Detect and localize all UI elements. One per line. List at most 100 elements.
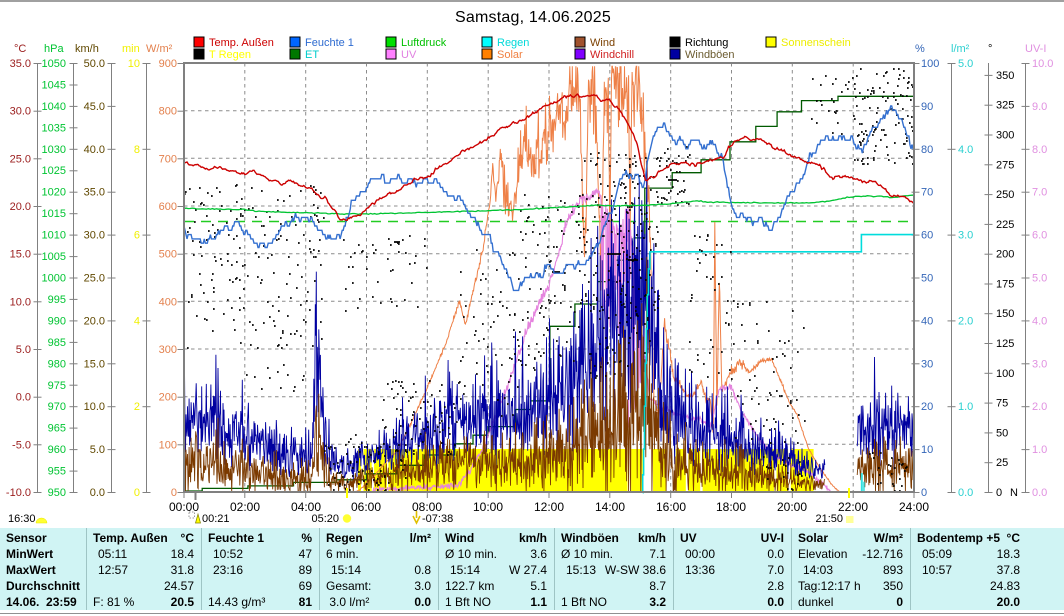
svg-text:1005: 1005 bbox=[42, 251, 66, 263]
svg-text:Tag:12:17 h: Tag:12:17 h bbox=[798, 579, 861, 593]
svg-text:100: 100 bbox=[996, 368, 1014, 380]
svg-text:18.3: 18.3 bbox=[997, 547, 1021, 561]
svg-text:500: 500 bbox=[159, 249, 177, 261]
svg-text:975: 975 bbox=[48, 380, 66, 392]
svg-text:Durchschnitt: Durchschnitt bbox=[6, 579, 80, 593]
svg-text:20: 20 bbox=[921, 401, 933, 413]
svg-text:6.0: 6.0 bbox=[1032, 230, 1047, 242]
svg-text:20.0: 20.0 bbox=[997, 595, 1021, 609]
svg-text:4.0: 4.0 bbox=[958, 144, 973, 156]
svg-text:0: 0 bbox=[134, 487, 140, 499]
svg-text:4: 4 bbox=[134, 315, 140, 327]
svg-text:UV: UV bbox=[401, 49, 417, 61]
svg-text:3.0: 3.0 bbox=[958, 230, 973, 242]
svg-text:970: 970 bbox=[48, 401, 66, 413]
svg-text:8.0: 8.0 bbox=[1032, 144, 1047, 156]
svg-text:06:00: 06:00 bbox=[351, 500, 381, 514]
svg-text:4.0: 4.0 bbox=[1032, 315, 1047, 327]
svg-text:7.1: 7.1 bbox=[649, 547, 666, 561]
svg-text:9.0: 9.0 bbox=[1032, 101, 1047, 113]
svg-text:18:00: 18:00 bbox=[716, 500, 746, 514]
svg-text:2.8: 2.8 bbox=[767, 579, 784, 593]
svg-text:Ø 10 min.: Ø 10 min. bbox=[445, 547, 497, 561]
svg-text:30.0: 30.0 bbox=[84, 230, 105, 242]
svg-text:Ø 10 min.: Ø 10 min. bbox=[561, 547, 613, 561]
svg-text:Wind: Wind bbox=[590, 37, 615, 49]
svg-text:20:00: 20:00 bbox=[777, 500, 807, 514]
svg-text:0: 0 bbox=[896, 595, 903, 609]
svg-text:00:00: 00:00 bbox=[169, 500, 199, 514]
svg-text:175: 175 bbox=[996, 279, 1014, 291]
svg-text:Windböen: Windböen bbox=[561, 531, 619, 545]
svg-text:Bodentemp +5: Bodentemp +5 bbox=[917, 531, 1000, 545]
svg-text:0.0: 0.0 bbox=[1032, 487, 1047, 499]
svg-text:14:03: 14:03 bbox=[803, 563, 833, 577]
svg-text:UV-I: UV-I bbox=[1025, 43, 1046, 55]
svg-text:325: 325 bbox=[996, 100, 1014, 112]
svg-text:18.4: 18.4 bbox=[171, 547, 195, 561]
svg-text:0: 0 bbox=[921, 487, 927, 499]
svg-text:ET: ET bbox=[305, 49, 319, 61]
svg-text:Feuchte 1: Feuchte 1 bbox=[208, 531, 264, 545]
svg-text:350: 350 bbox=[996, 70, 1014, 82]
svg-text:W-SW 38.6: W-SW 38.6 bbox=[605, 563, 666, 577]
svg-text:14.43 g/m³: 14.43 g/m³ bbox=[208, 595, 265, 609]
svg-text:1 Bft NO: 1 Bft NO bbox=[445, 595, 491, 609]
svg-text:°C: °C bbox=[1007, 531, 1021, 545]
svg-text:0.0: 0.0 bbox=[414, 595, 431, 609]
svg-text:Regen: Regen bbox=[497, 37, 529, 49]
svg-text:-12.716: -12.716 bbox=[862, 547, 903, 561]
svg-text:81: 81 bbox=[299, 595, 313, 609]
svg-text:%: % bbox=[915, 43, 925, 55]
svg-text:600: 600 bbox=[159, 201, 177, 213]
svg-text:35.0: 35.0 bbox=[10, 58, 31, 70]
svg-text:25.0: 25.0 bbox=[10, 153, 31, 165]
svg-text:1045: 1045 bbox=[42, 80, 66, 92]
svg-text:47: 47 bbox=[299, 547, 313, 561]
svg-text:0.0: 0.0 bbox=[767, 595, 784, 609]
svg-text:950: 950 bbox=[48, 487, 66, 499]
svg-text:3.0: 3.0 bbox=[1032, 358, 1047, 370]
svg-text:km/h: km/h bbox=[75, 43, 99, 55]
svg-text:MaxWert: MaxWert bbox=[6, 563, 56, 577]
svg-text:Windböen: Windböen bbox=[685, 49, 735, 61]
svg-text:°C: °C bbox=[181, 531, 195, 545]
svg-text:UV-I: UV-I bbox=[761, 531, 784, 545]
svg-text:Samstag, 14.06.2025: Samstag, 14.06.2025 bbox=[455, 9, 611, 26]
svg-text:F: 81 %: F: 81 % bbox=[93, 595, 135, 609]
svg-text:24.57: 24.57 bbox=[164, 579, 194, 593]
svg-text:24:00: 24:00 bbox=[899, 500, 929, 514]
svg-text:00:21: 00:21 bbox=[202, 513, 230, 525]
svg-text:l/m²: l/m² bbox=[410, 531, 431, 545]
svg-text:0: 0 bbox=[171, 487, 177, 499]
svg-text:Elevation: Elevation bbox=[798, 547, 847, 561]
svg-text:15:14: 15:14 bbox=[450, 563, 480, 577]
svg-text:1010: 1010 bbox=[42, 230, 66, 242]
svg-text:Temp. Außen: Temp. Außen bbox=[93, 531, 168, 545]
svg-text:225: 225 bbox=[996, 219, 1014, 231]
svg-text:15:14: 15:14 bbox=[331, 563, 361, 577]
svg-text:50: 50 bbox=[996, 427, 1008, 439]
svg-text:5.0: 5.0 bbox=[958, 58, 973, 70]
svg-text:90: 90 bbox=[921, 101, 933, 113]
svg-text:50.0: 50.0 bbox=[84, 58, 105, 70]
svg-text:22:00: 22:00 bbox=[838, 500, 868, 514]
svg-text:°C: °C bbox=[14, 43, 26, 55]
svg-text:20.0: 20.0 bbox=[84, 315, 105, 327]
svg-text:100: 100 bbox=[921, 58, 939, 70]
svg-text:45.0: 45.0 bbox=[84, 101, 105, 113]
svg-text:05:11: 05:11 bbox=[98, 547, 127, 561]
svg-text:800: 800 bbox=[159, 106, 177, 118]
svg-text:W 27.4: W 27.4 bbox=[509, 563, 547, 577]
svg-text:7.0: 7.0 bbox=[1032, 187, 1047, 199]
svg-text:5.0: 5.0 bbox=[16, 344, 31, 356]
svg-text:15:13: 15:13 bbox=[566, 563, 596, 577]
svg-text:10: 10 bbox=[128, 58, 140, 70]
svg-text:10.0: 10.0 bbox=[1032, 58, 1053, 70]
svg-text:16:00: 16:00 bbox=[656, 500, 686, 514]
svg-text:70: 70 bbox=[921, 187, 933, 199]
svg-text:Solar: Solar bbox=[798, 531, 828, 545]
svg-text:125: 125 bbox=[996, 338, 1014, 350]
svg-text:14.06. 23:59: 14.06. 23:59 bbox=[6, 595, 77, 609]
svg-text:km/h: km/h bbox=[519, 531, 547, 545]
